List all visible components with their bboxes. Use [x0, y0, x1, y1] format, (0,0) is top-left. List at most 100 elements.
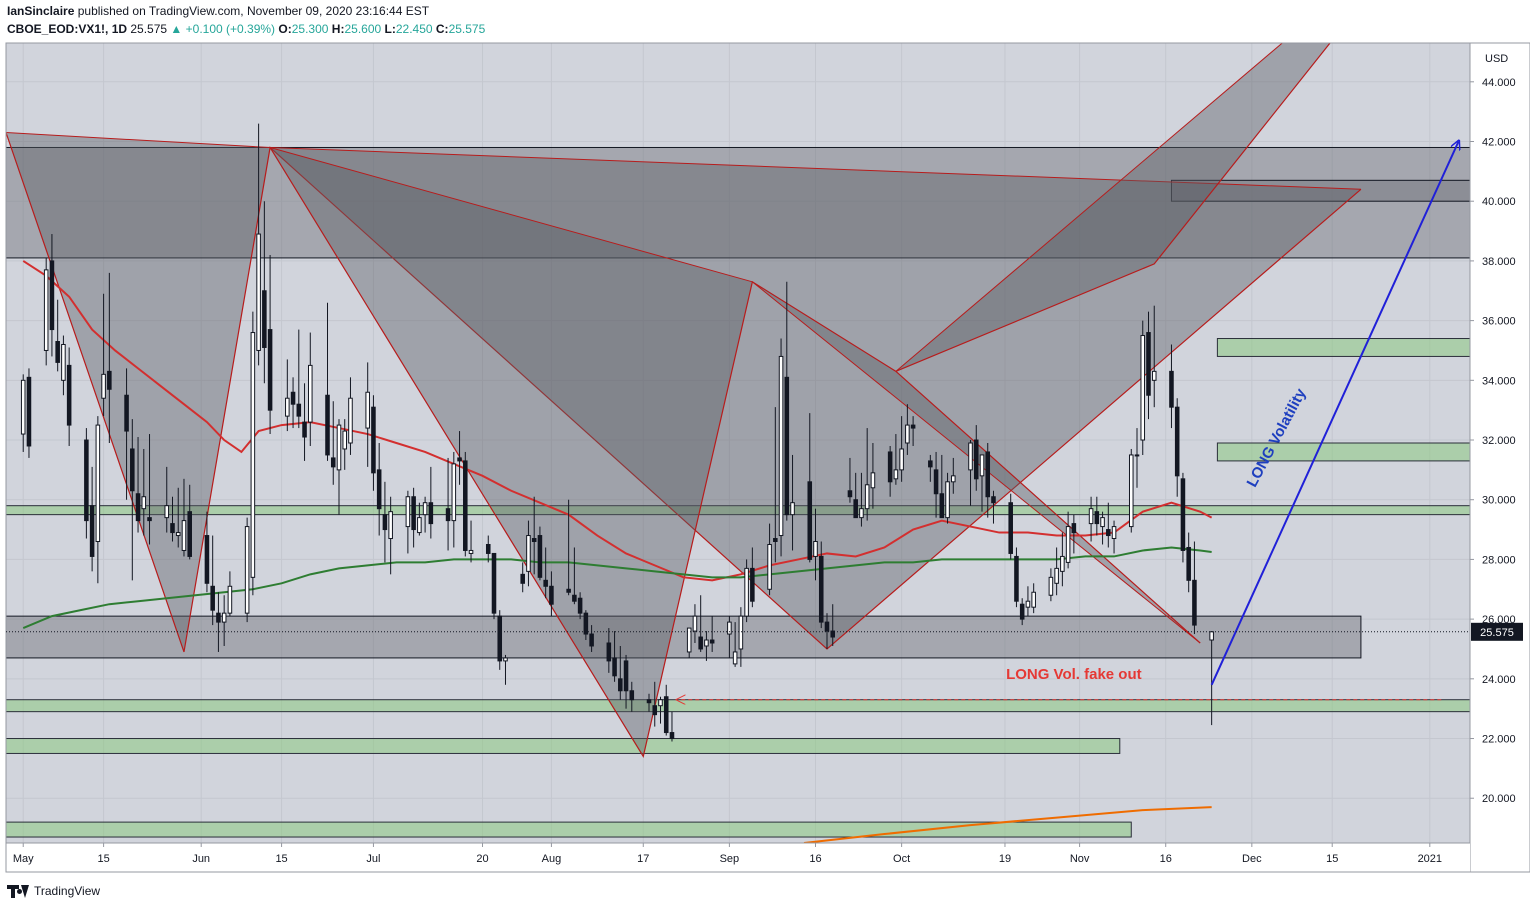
x-tick-label: 15: [1326, 853, 1338, 865]
candle-body: [1209, 631, 1214, 641]
published-text: published on TradingView.com, November 0…: [77, 4, 430, 18]
candle-body: [371, 406, 376, 474]
candle-body: [704, 639, 709, 647]
moving-averages: [22, 260, 1213, 843]
long-volatility-arrow: [1210, 142, 1459, 686]
candle-body: [1088, 508, 1094, 525]
candle-body: [985, 451, 991, 498]
candle-body: [778, 355, 784, 537]
candle-body: [130, 448, 135, 492]
currency-label: USD: [1485, 53, 1508, 65]
y-tick-label: 34.000: [1482, 375, 1516, 387]
candle-body: [732, 651, 738, 665]
candle-body: [468, 549, 474, 554]
pattern-leg: [895, 43, 1284, 372]
candle-body: [928, 460, 933, 468]
candle-body: [853, 499, 858, 519]
candle-body: [979, 454, 985, 477]
candle-body: [267, 329, 273, 411]
candle-body: [864, 484, 870, 510]
price-axis-background[interactable]: [1470, 43, 1530, 843]
candle-body: [537, 535, 543, 578]
symbol-label[interactable]: CBOE_EOD:VX1!, 1D: [7, 22, 128, 36]
candle-body: [646, 699, 652, 704]
pattern-leg: [6, 132, 271, 148]
candle-body: [692, 615, 698, 632]
candles: [20, 123, 1214, 742]
candle-body: [807, 481, 813, 560]
x-tick-label: Oct: [893, 853, 910, 865]
candle-body: [520, 573, 525, 584]
candle-body: [629, 690, 635, 701]
candle-body: [899, 448, 904, 471]
candle-body: [342, 430, 348, 450]
candle-body: [302, 421, 307, 438]
candle-body: [744, 567, 749, 617]
candle-body: [606, 642, 612, 662]
change-value: +0.100 (+0.39%): [185, 22, 276, 36]
candle-body: [669, 732, 675, 740]
chart-frame: [5, 42, 1530, 873]
candle-body: [1071, 523, 1077, 534]
x-tick-label: Sep: [720, 853, 740, 865]
candle-body: [55, 341, 60, 363]
candle-body: [296, 403, 302, 417]
candle-body: [1025, 600, 1031, 608]
candle-body: [572, 594, 577, 602]
candle-body: [1128, 454, 1134, 528]
y-axis: 20.00022.00024.00026.00028.00030.00032.0…: [1470, 77, 1516, 805]
x-tick-label: May: [13, 853, 34, 865]
candle-body: [939, 493, 945, 519]
x-tick-label: Jun: [192, 853, 210, 865]
candle-body: [1146, 332, 1151, 396]
candle-body: [485, 543, 491, 554]
candle-body: [910, 424, 916, 429]
high-label: H:: [331, 22, 345, 36]
publisher-name[interactable]: IanSinclaire: [7, 4, 75, 18]
candle-body: [1186, 546, 1191, 581]
candle-body: [1014, 555, 1019, 602]
candle-body: [181, 520, 187, 551]
x-tick-label: Aug: [542, 853, 562, 865]
time-axis-background[interactable]: [6, 843, 1470, 872]
candle-body: [618, 678, 623, 692]
candle-body: [1169, 370, 1174, 408]
pattern-leg: [269, 146, 753, 283]
tradingview-logo-icon[interactable]: [7, 884, 29, 898]
x-tick-label: 20: [476, 853, 488, 865]
candle-body: [428, 502, 434, 525]
last-price-marker: 25.575: [6, 622, 1523, 641]
x-tick-label: Nov: [1070, 853, 1090, 865]
candle-body: [187, 511, 192, 557]
annotation-text: LONG Vol. fake out: [1006, 666, 1142, 683]
low-value: 22.450: [395, 22, 433, 36]
candle-body: [1031, 591, 1036, 608]
candle-body: [951, 475, 956, 483]
candle-body: [101, 373, 106, 399]
candle-body: [658, 699, 663, 707]
candle-body: [933, 469, 939, 495]
x-tick-label: 16: [1160, 853, 1172, 865]
candle-body: [577, 597, 583, 614]
footer-brand[interactable]: TradingView: [34, 884, 101, 898]
candle-body: [1140, 335, 1146, 441]
candle-body: [84, 439, 89, 522]
y-tick-label: 22.000: [1482, 734, 1516, 746]
candle-body: [543, 579, 548, 587]
candle-body: [147, 517, 152, 522]
candle-body: [1019, 603, 1025, 620]
candle-body: [1100, 517, 1105, 528]
y-tick-label: 28.000: [1482, 554, 1516, 566]
close-label: C:: [435, 22, 449, 36]
candle-body: [43, 269, 49, 351]
x-tick-label: 15: [97, 853, 109, 865]
candle-body: [256, 233, 261, 351]
candle-body: [1134, 454, 1140, 457]
harmonic-patterns: [6, 43, 1362, 758]
candle-body: [945, 481, 950, 519]
candle-body: [497, 615, 503, 662]
candle-body: [124, 394, 129, 432]
candle-body: [773, 538, 778, 543]
candle-body: [325, 394, 330, 456]
